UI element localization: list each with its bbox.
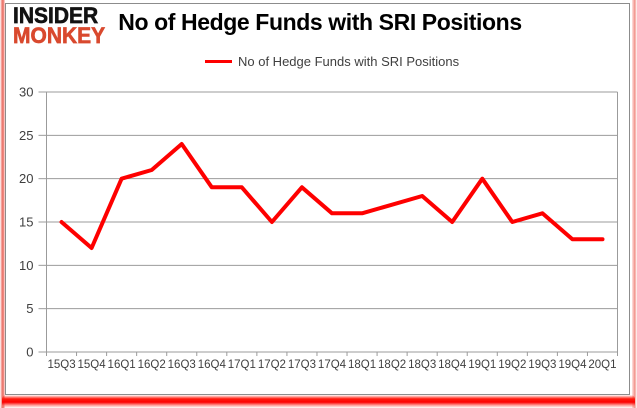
legend-line-swatch bbox=[205, 60, 232, 63]
chart-title: No of Hedge Funds with SRI Positions bbox=[118, 9, 522, 35]
y-axis-label-30: 30 bbox=[19, 85, 33, 100]
x-axis-label-19Q3: 19Q3 bbox=[528, 359, 556, 371]
x-axis-label-17Q3: 17Q3 bbox=[288, 359, 316, 371]
x-axis-label-16Q3: 16Q3 bbox=[168, 359, 196, 371]
x-axis-label-18Q2: 18Q2 bbox=[378, 359, 406, 371]
x-axis-label-19Q1: 19Q1 bbox=[468, 359, 496, 371]
x-axis-label-16Q2: 16Q2 bbox=[138, 359, 166, 371]
chart-legend: No of Hedge Funds with SRI Positions bbox=[205, 54, 459, 69]
x-axis-label-17Q4: 17Q4 bbox=[318, 359, 347, 371]
x-axis-label-15Q3: 15Q3 bbox=[47, 359, 75, 371]
x-axis-label-15Q4: 15Q4 bbox=[78, 359, 107, 371]
y-axis-label-5: 5 bbox=[26, 301, 33, 316]
frame-right-border bbox=[632, 0, 637, 408]
y-axis-label-20: 20 bbox=[19, 171, 33, 186]
x-axis-label-19Q4: 19Q4 bbox=[558, 359, 587, 371]
y-axis-label-0: 0 bbox=[26, 345, 33, 360]
insider-monkey-logo: INSIDER MONKEY bbox=[13, 3, 106, 49]
series-line-hedge-funds bbox=[59, 142, 605, 250]
x-axis-label-20Q1: 20Q1 bbox=[588, 359, 616, 371]
frame-left-border bbox=[0, 0, 5, 408]
x-axis-label-18Q4: 18Q4 bbox=[438, 359, 467, 371]
y-axis-label-15: 15 bbox=[19, 215, 33, 230]
frame-bottom-border bbox=[2, 395, 635, 408]
x-axis-label-18Q1: 18Q1 bbox=[348, 359, 376, 371]
y-axis-label-25: 25 bbox=[19, 128, 33, 143]
x-axis-label-17Q2: 17Q2 bbox=[258, 359, 286, 371]
x-axis-label-18Q3: 18Q3 bbox=[408, 359, 436, 371]
x-axis-label-16Q4: 16Q4 bbox=[198, 359, 227, 371]
y-axis-label-10: 10 bbox=[19, 258, 33, 273]
x-axis-label-17Q1: 17Q1 bbox=[228, 359, 256, 371]
x-axis-label-16Q1: 16Q1 bbox=[108, 359, 136, 371]
x-axis-label-19Q2: 19Q2 bbox=[498, 359, 526, 371]
logo-line-insider: INSIDER bbox=[13, 3, 99, 29]
legend-label: No of Hedge Funds with SRI Positions bbox=[238, 54, 460, 69]
logo-line-monkey: MONKEY bbox=[13, 24, 106, 49]
